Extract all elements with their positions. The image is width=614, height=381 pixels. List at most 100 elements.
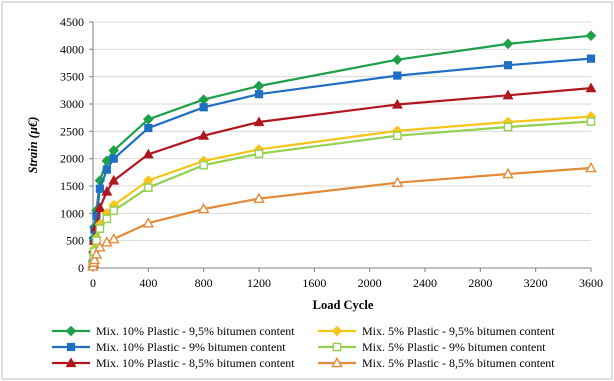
series-line — [91, 120, 592, 266]
data-point — [254, 149, 264, 159]
data-point — [109, 206, 119, 215]
x-tick-label: 3200 — [524, 276, 548, 290]
y-tick-label: 2500 — [60, 124, 84, 138]
data-point — [92, 236, 101, 245]
y-tick-label: 3000 — [60, 97, 84, 111]
x-tick-label: 1200 — [247, 276, 271, 290]
data-point — [144, 123, 153, 133]
legend-label: Mix. 5% Plastic - 9% bitumen content — [362, 340, 546, 354]
data-point — [502, 38, 514, 50]
data-point — [585, 82, 597, 93]
data-point — [90, 248, 103, 259]
legend-entry: Mix. 10% Plastic - 9,5% bitumen content — [52, 324, 295, 338]
data-point — [198, 130, 210, 140]
x-tick-label: 800 — [195, 276, 213, 290]
data-point — [107, 232, 120, 244]
x-tick-label: 2000 — [358, 276, 382, 290]
series-line — [91, 115, 592, 265]
data-point — [66, 342, 76, 352]
x-tick-label: 1600 — [302, 276, 326, 290]
data-point — [254, 90, 264, 99]
data-point — [393, 131, 402, 141]
data-point — [142, 148, 154, 159]
data-point — [143, 113, 154, 125]
data-point — [253, 192, 265, 203]
legend-label: Mix. 10% Plastic - 9,5% bitumen content — [96, 324, 295, 338]
data-point — [197, 202, 210, 214]
data-point — [199, 103, 208, 112]
data-point — [65, 325, 77, 337]
data-point — [253, 116, 265, 127]
y-tick-label: 3500 — [60, 70, 84, 84]
data-point — [503, 122, 513, 132]
x-tick-label: 2400 — [413, 276, 437, 290]
axes: 0 500 1000 1500 2000 2500 3000 3500 4000 4500 0 400… — [60, 15, 603, 290]
data-point — [331, 356, 343, 368]
data-point — [94, 241, 106, 252]
data-point — [95, 224, 105, 233]
series-line — [91, 166, 592, 267]
grid-lines — [93, 21, 591, 242]
y-tick-label: 500 — [66, 234, 84, 248]
series-layer — [87, 30, 597, 271]
legend-label: Mix. 5% Plastic - 8,5% bitumen content — [362, 356, 555, 370]
data-point — [586, 117, 596, 126]
data-point — [108, 174, 120, 185]
data-point — [332, 342, 342, 352]
series-6 — [87, 161, 597, 271]
y-tick-label: 0 — [78, 261, 84, 275]
data-point — [65, 357, 77, 368]
legend-entry: Mix. 5% Plastic - 9,5% bitumen content — [318, 324, 555, 338]
data-point — [392, 54, 403, 66]
y-tick-label: 4500 — [60, 15, 84, 29]
data-point — [101, 185, 113, 196]
data-point — [102, 214, 112, 224]
legend: Mix. 10% Plastic - 9,5% bitumen content M… — [52, 324, 555, 370]
series-4 — [87, 111, 597, 271]
x-tick-label: 400 — [139, 276, 157, 290]
data-point — [109, 154, 118, 163]
legend-entry: Mix. 5% Plastic - 9% bitumen content — [318, 340, 546, 354]
x-axis-title: Load Cycle — [313, 298, 374, 312]
data-point — [331, 325, 343, 337]
y-tick-label: 1500 — [60, 179, 84, 193]
data-point — [391, 176, 404, 188]
legend-label: Mix. 10% Plastic - 8,5% bitumen content — [96, 356, 295, 370]
data-point — [391, 98, 403, 109]
data-point — [102, 165, 111, 174]
x-tick-label: 2800 — [468, 276, 492, 290]
data-point — [585, 161, 597, 173]
x-tick-label: 0 — [90, 276, 96, 290]
series-line — [91, 87, 592, 264]
y-tick-label: 1000 — [60, 206, 84, 220]
legend-entry: Mix. 5% Plastic - 8,5% bitumen content — [318, 356, 555, 370]
data-point — [95, 184, 105, 193]
x-tick-label: 3600 — [579, 276, 603, 290]
data-point — [585, 30, 597, 41]
data-point — [198, 94, 209, 105]
data-point — [502, 89, 514, 100]
legend-entry: Mix. 10% Plastic - 9% bitumen content — [52, 340, 286, 354]
data-point — [144, 183, 153, 192]
data-point — [502, 167, 514, 179]
data-point — [503, 61, 513, 70]
legend-label: Mix. 10% Plastic - 9% bitumen content — [96, 340, 286, 354]
y-axis-title: Strain (µ€) — [26, 117, 40, 174]
data-point — [88, 253, 101, 265]
series-line — [91, 57, 592, 263]
legend-entry: Mix. 10% Plastic - 8,5% bitumen content — [52, 356, 295, 370]
y-tick-label: 4000 — [60, 42, 84, 56]
series-2 — [88, 54, 596, 267]
data-point — [586, 54, 596, 63]
series-5 — [88, 117, 596, 270]
legend-label: Mix. 5% Plastic - 9,5% bitumen content — [362, 324, 555, 338]
data-point — [199, 160, 208, 170]
y-tick-label: 2000 — [60, 152, 84, 166]
data-point — [393, 71, 402, 80]
data-point — [92, 211, 101, 221]
data-point — [253, 80, 265, 92]
data-point — [94, 202, 106, 212]
data-point — [142, 217, 155, 228]
